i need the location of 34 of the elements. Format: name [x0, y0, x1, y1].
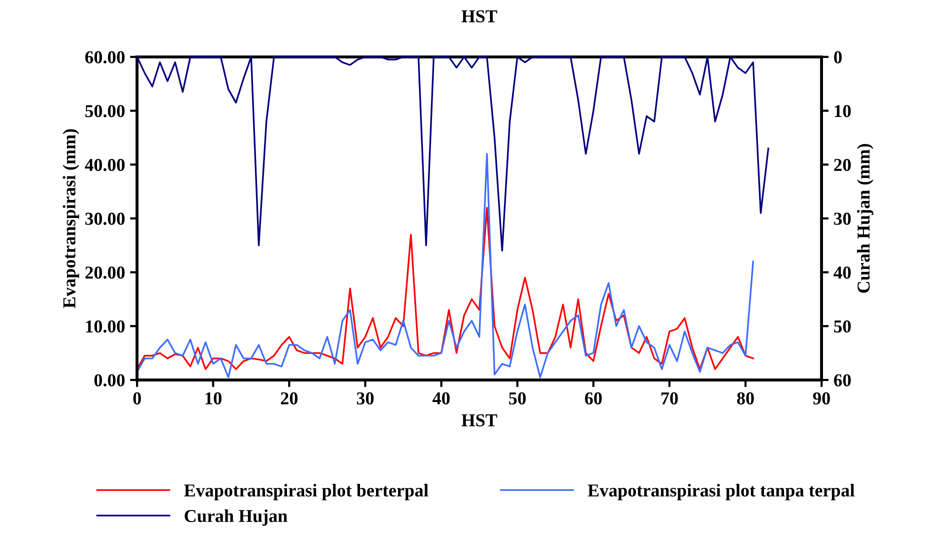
y2-tick-label: 40 [834, 266, 851, 279]
x-tick-label: 90 [813, 392, 830, 404]
y-tick-label: 10.00 [86, 320, 125, 333]
x-tick-label: 70 [661, 392, 678, 404]
x-tick-label: 30 [356, 392, 374, 404]
y2-axis-title: Curah Hujan (mm) [856, 144, 874, 293]
x-axis-title: HST [462, 414, 498, 426]
y2-tick-label: 30 [834, 212, 851, 225]
legend-label: Evapotranspirasi plot tanpa terpal [588, 484, 855, 500]
x-tick-label: 20 [280, 392, 298, 404]
x-tick-label: 50 [509, 392, 526, 404]
legend-label: Curah Hujan [184, 509, 288, 526]
line-series [136, 152, 754, 378]
chart-title: HST [462, 10, 498, 22]
line-series [136, 206, 754, 370]
line-series [136, 56, 770, 252]
y2-tick-label: 0 [834, 51, 842, 64]
y2-tick-label: 10 [834, 105, 851, 118]
legend-label: Evapotranspirasi plot berterpal [184, 484, 428, 500]
y2-tick-label: 20 [834, 158, 851, 172]
x-tick-label: 0 [133, 392, 141, 404]
x-tick-label: 60 [585, 392, 602, 404]
y-tick-label: 30.00 [85, 212, 125, 225]
x-tick-label: 40 [432, 392, 450, 404]
y-tick-label: 0.00 [94, 374, 125, 386]
y-tick-label: 20.00 [85, 266, 125, 279]
x-tick-label: 80 [737, 392, 754, 404]
x-tick-label: 10 [206, 392, 222, 404]
y-tick-label: 40.00 [84, 158, 125, 172]
y-tick-label: 60.00 [85, 51, 125, 64]
y2-tick-label: 60 [834, 374, 851, 386]
y2-tick-label: 50 [834, 320, 851, 333]
y-tick-label: 50.00 [85, 105, 125, 118]
y-axis-title: Evapotranspirasi (mm) [62, 129, 80, 308]
